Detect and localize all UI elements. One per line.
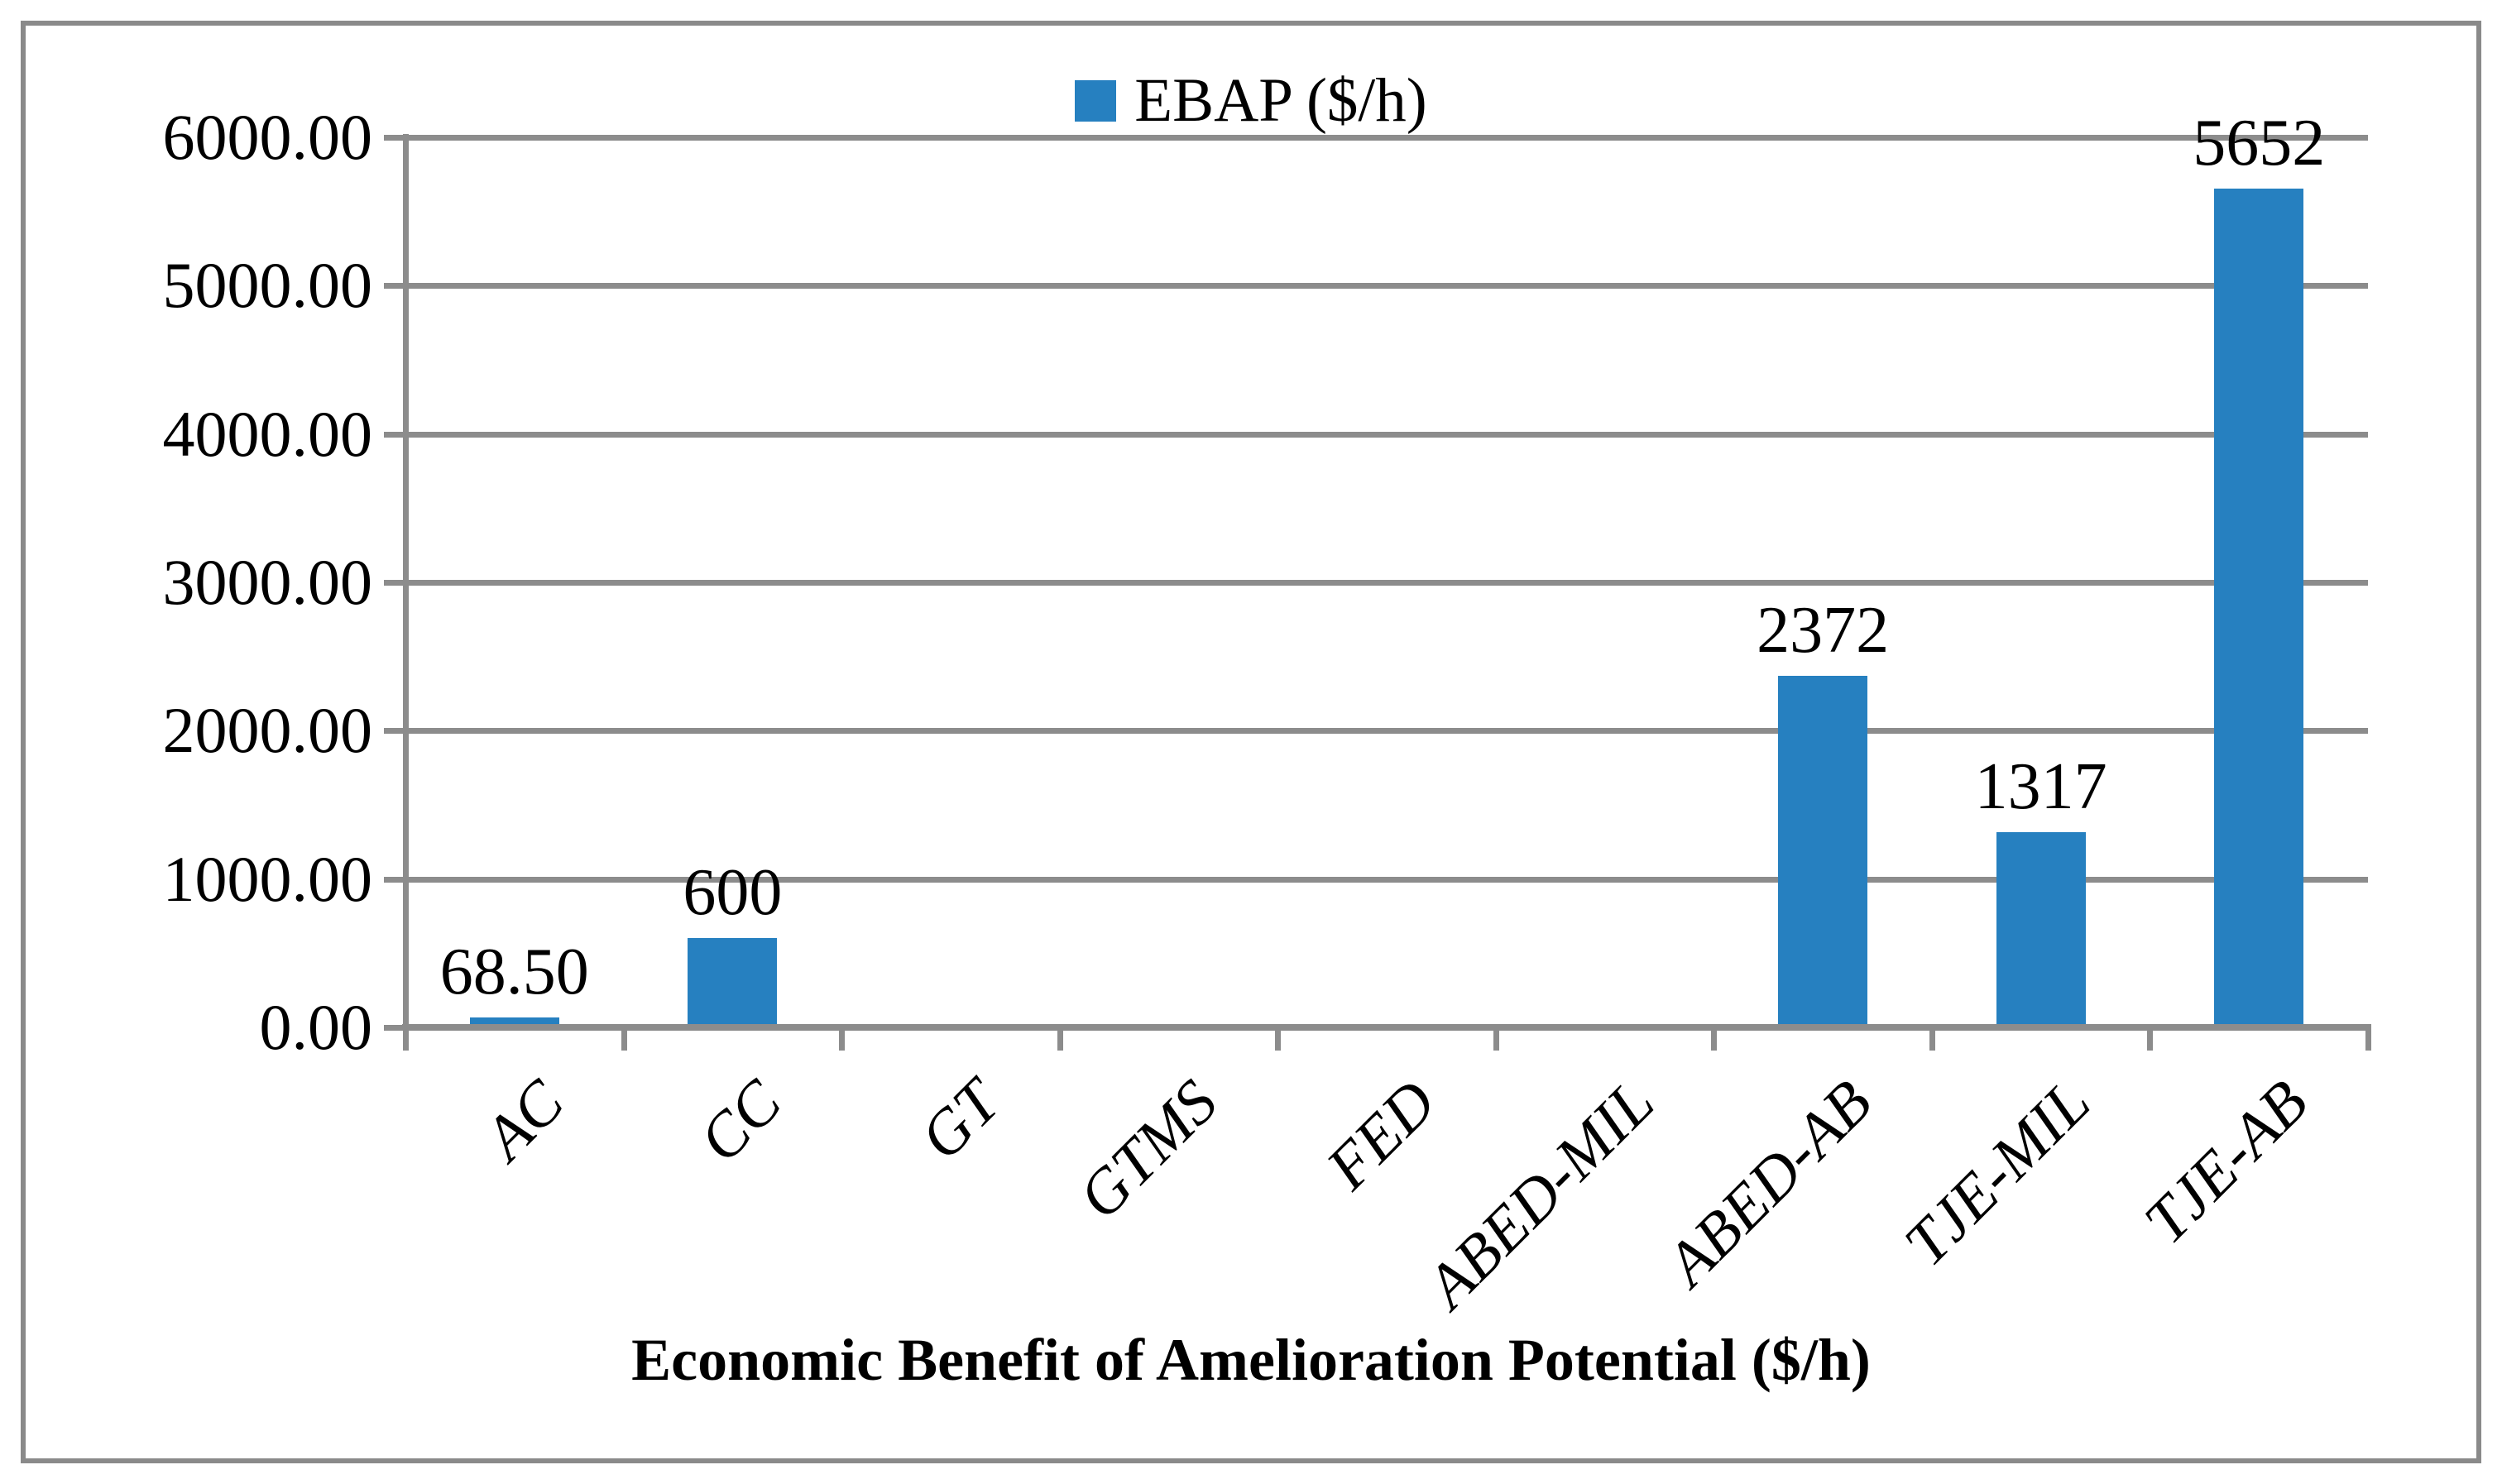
x-axis-tick xyxy=(1711,1027,1718,1051)
x-axis-tick xyxy=(2147,1027,2154,1051)
bar-value-label-CC: 600 xyxy=(683,856,783,930)
bar-value-label-AC: 68.50 xyxy=(439,935,589,1008)
x-axis-tick xyxy=(403,1027,409,1051)
x-category-label-AC: AC xyxy=(470,1066,578,1173)
x-axis-tick xyxy=(1057,1027,1063,1051)
gridline-2000 xyxy=(405,728,2368,735)
y-axis-tick-label: 2000.00 xyxy=(162,694,373,767)
y-axis-tick-label: 1000.00 xyxy=(162,842,373,915)
gridline-5000 xyxy=(405,283,2368,290)
x-axis-tick xyxy=(2365,1027,2371,1051)
y-axis-tick-1000 xyxy=(384,876,405,883)
bar-value-label-TJE-AB: 5652 xyxy=(2193,107,2326,180)
bar-TJE-MIL xyxy=(1996,831,2086,1027)
gridline-4000 xyxy=(405,431,2368,438)
gridline-6000 xyxy=(405,135,2368,141)
y-axis-tick-label: 4000.00 xyxy=(162,397,373,470)
plot-area: 6000.00 5000.00 4000.00 3000.00 2000.00 1000.… xyxy=(163,104,2371,1321)
gridline-3000 xyxy=(405,580,2368,586)
legend-label: EBAP ($/h) xyxy=(1134,66,1427,135)
y-axis-tick-4000 xyxy=(384,431,405,438)
bar-ABED-AB xyxy=(1778,675,1868,1027)
x-axis-tick xyxy=(1929,1027,1935,1051)
y-axis-tick-3000 xyxy=(384,580,405,586)
x-axis-tick xyxy=(839,1027,846,1051)
y-axis-tick-5000 xyxy=(384,283,405,290)
x-axis-title: Economic Benefit of Amelioration Potenti… xyxy=(631,1327,1871,1393)
x-axis-tick xyxy=(621,1027,627,1051)
x-axis-tick xyxy=(1493,1027,1499,1051)
gridline-1000 xyxy=(405,876,2368,883)
x-axis-line xyxy=(402,1024,2371,1031)
y-axis-line xyxy=(403,134,409,1051)
y-axis-tick-2000 xyxy=(384,728,405,735)
bar-TJE-AB xyxy=(2214,189,2304,1027)
y-axis-tick-label: 6000.00 xyxy=(162,101,373,173)
bar-CC xyxy=(688,938,778,1027)
y-axis-tick-0 xyxy=(384,1025,405,1031)
y-axis-tick-6000 xyxy=(384,135,405,141)
legend: EBAP ($/h) xyxy=(0,69,2502,132)
y-axis-tick-label: 0.00 xyxy=(259,991,373,1063)
bar-value-label-TJE-MIL: 1317 xyxy=(1974,749,2107,823)
y-axis-tick-label: 3000.00 xyxy=(162,546,373,618)
x-axis-tick xyxy=(1275,1027,1282,1051)
bar-value-label-ABED-AB: 2372 xyxy=(1757,593,1890,667)
y-axis-tick-label: 5000.00 xyxy=(162,249,373,322)
legend-marker-icon xyxy=(1075,79,1117,122)
